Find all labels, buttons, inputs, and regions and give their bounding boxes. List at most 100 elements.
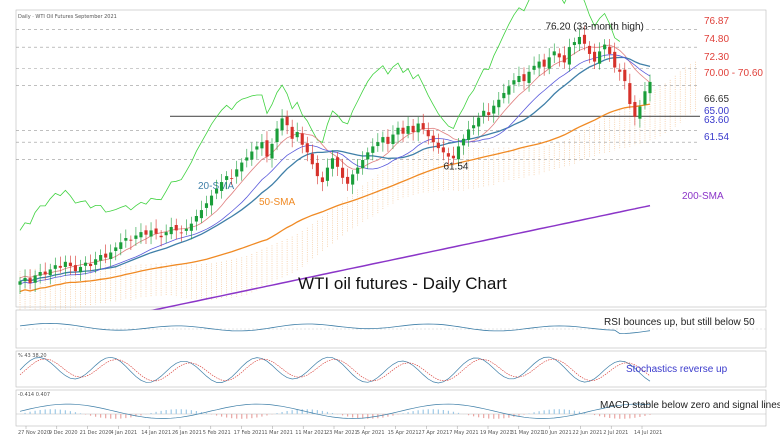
candle-body: [315, 162, 319, 177]
x-tick-label: 11 Mar 2021: [295, 430, 327, 436]
candle-body: [33, 275, 37, 283]
candle-body: [507, 86, 511, 95]
candle-body: [451, 155, 456, 159]
x-tick-label: 7 May 2021: [449, 430, 478, 436]
candle-body: [83, 262, 88, 266]
candle-body: [184, 228, 188, 231]
candle-body: [482, 110, 486, 117]
candle-body: [270, 143, 274, 159]
candle-body: [562, 55, 566, 63]
x-tick-label: 27 Nov 2020: [18, 430, 50, 436]
candle-body: [441, 147, 445, 153]
stochastics-d-line: [19, 358, 651, 382]
candle-body: [532, 65, 536, 70]
candle-body: [537, 61, 541, 68]
candle-body: [78, 266, 83, 273]
x-tick-label: 5 Apr 2021: [357, 430, 385, 436]
candle-body: [104, 253, 108, 258]
candle-body: [371, 146, 375, 153]
candle-body: [421, 123, 425, 130]
candle-body: [189, 223, 193, 231]
candle-body: [295, 132, 299, 138]
candle-body: [623, 69, 627, 82]
base-line: [19, 54, 651, 285]
candle-body: [48, 269, 52, 276]
candle-body: [250, 151, 254, 160]
candle-body: [557, 53, 561, 58]
rsi-panel: RSI bounces up, but still below 50: [15, 309, 767, 349]
level-label: 76.87: [704, 16, 729, 27]
candle-body: [68, 262, 72, 267]
candle-body: [275, 128, 279, 143]
candle-body: [154, 228, 158, 234]
level-label: 72.30: [704, 52, 729, 63]
candle-body: [361, 160, 365, 169]
x-tick-label: 4 Jan 2021: [110, 430, 137, 436]
x-tick-label: 21 Dec 2020: [80, 430, 112, 436]
x-tick-label: 1 Mar 2021: [264, 430, 293, 436]
candle-body: [290, 126, 294, 139]
candle-body: [466, 129, 471, 140]
candle-body: [139, 232, 143, 238]
candle-body: [330, 158, 335, 169]
x-tick-label: 27 Apr 2021: [418, 430, 449, 436]
chart-header: Daily · WTI Oil Futures September 2021: [18, 14, 117, 20]
candle-body: [245, 157, 249, 161]
macd-label: MACD stable below zero and signal lines: [600, 400, 780, 411]
candle-body: [144, 230, 148, 235]
candle-body: [38, 272, 42, 276]
candle-body: [230, 178, 234, 180]
candle-body: [572, 42, 576, 46]
candle-body: [325, 167, 330, 181]
macd-panel: -0.414 0.407 MACD stable below zero and …: [15, 389, 780, 427]
x-tick-label: 5 Feb 2021: [203, 430, 231, 436]
candle-body: [608, 46, 612, 54]
x-tick-label: 23 Mar 2021: [326, 430, 358, 436]
leading-span-line: [19, 0, 621, 231]
candle-body: [512, 80, 516, 85]
macd-line: [19, 403, 651, 419]
candle-body: [366, 152, 370, 160]
x-tick-label: 14 Jul 2021: [634, 430, 662, 436]
x-tick-label: 15 Apr 2021: [388, 430, 419, 436]
candle-body: [633, 102, 637, 117]
candle-body: [214, 188, 219, 194]
candle-body: [356, 167, 360, 174]
sma-label: 50-SMA: [259, 197, 295, 208]
candle-body: [502, 92, 506, 99]
candle-body: [119, 242, 123, 249]
candle-body: [220, 182, 224, 191]
x-tick-label: 10 Jun 2021: [542, 430, 572, 436]
candle-body: [542, 59, 546, 67]
conversion-line: [19, 44, 651, 279]
candle-body: [577, 36, 582, 45]
candle-body: [73, 265, 78, 272]
level-label: 63.60: [704, 115, 729, 126]
candle-body: [461, 138, 466, 146]
candle-body: [396, 127, 400, 135]
sma50-line: [19, 103, 651, 293]
candle-body: [456, 146, 461, 160]
candle-body: [225, 176, 229, 180]
level-label: 70.00 - 70.60: [704, 68, 763, 79]
candle-body: [149, 230, 153, 237]
macd-header: -0.414 0.407: [18, 392, 50, 398]
sma-label: 200-SMA: [682, 191, 724, 202]
candle-body: [401, 127, 405, 134]
sma-label: 20-SMA: [198, 181, 234, 192]
candle-body: [235, 169, 239, 177]
candle-body: [628, 83, 632, 104]
level-label: 65.00: [704, 106, 729, 117]
candle-body: [63, 261, 67, 267]
sma20-line: [19, 56, 651, 282]
candle-body: [426, 129, 430, 137]
annotation-label: 76.20 (33-month high): [545, 21, 643, 32]
candle-body: [547, 57, 551, 69]
candle-body: [300, 133, 304, 145]
candle-body: [129, 239, 133, 241]
candle-body: [88, 263, 93, 267]
candle-body: [109, 252, 113, 260]
moving-averages: 20-SMA 50-SMA 200-SMA: [19, 0, 724, 339]
x-tick-label: 14 Jan 2021: [141, 430, 171, 436]
